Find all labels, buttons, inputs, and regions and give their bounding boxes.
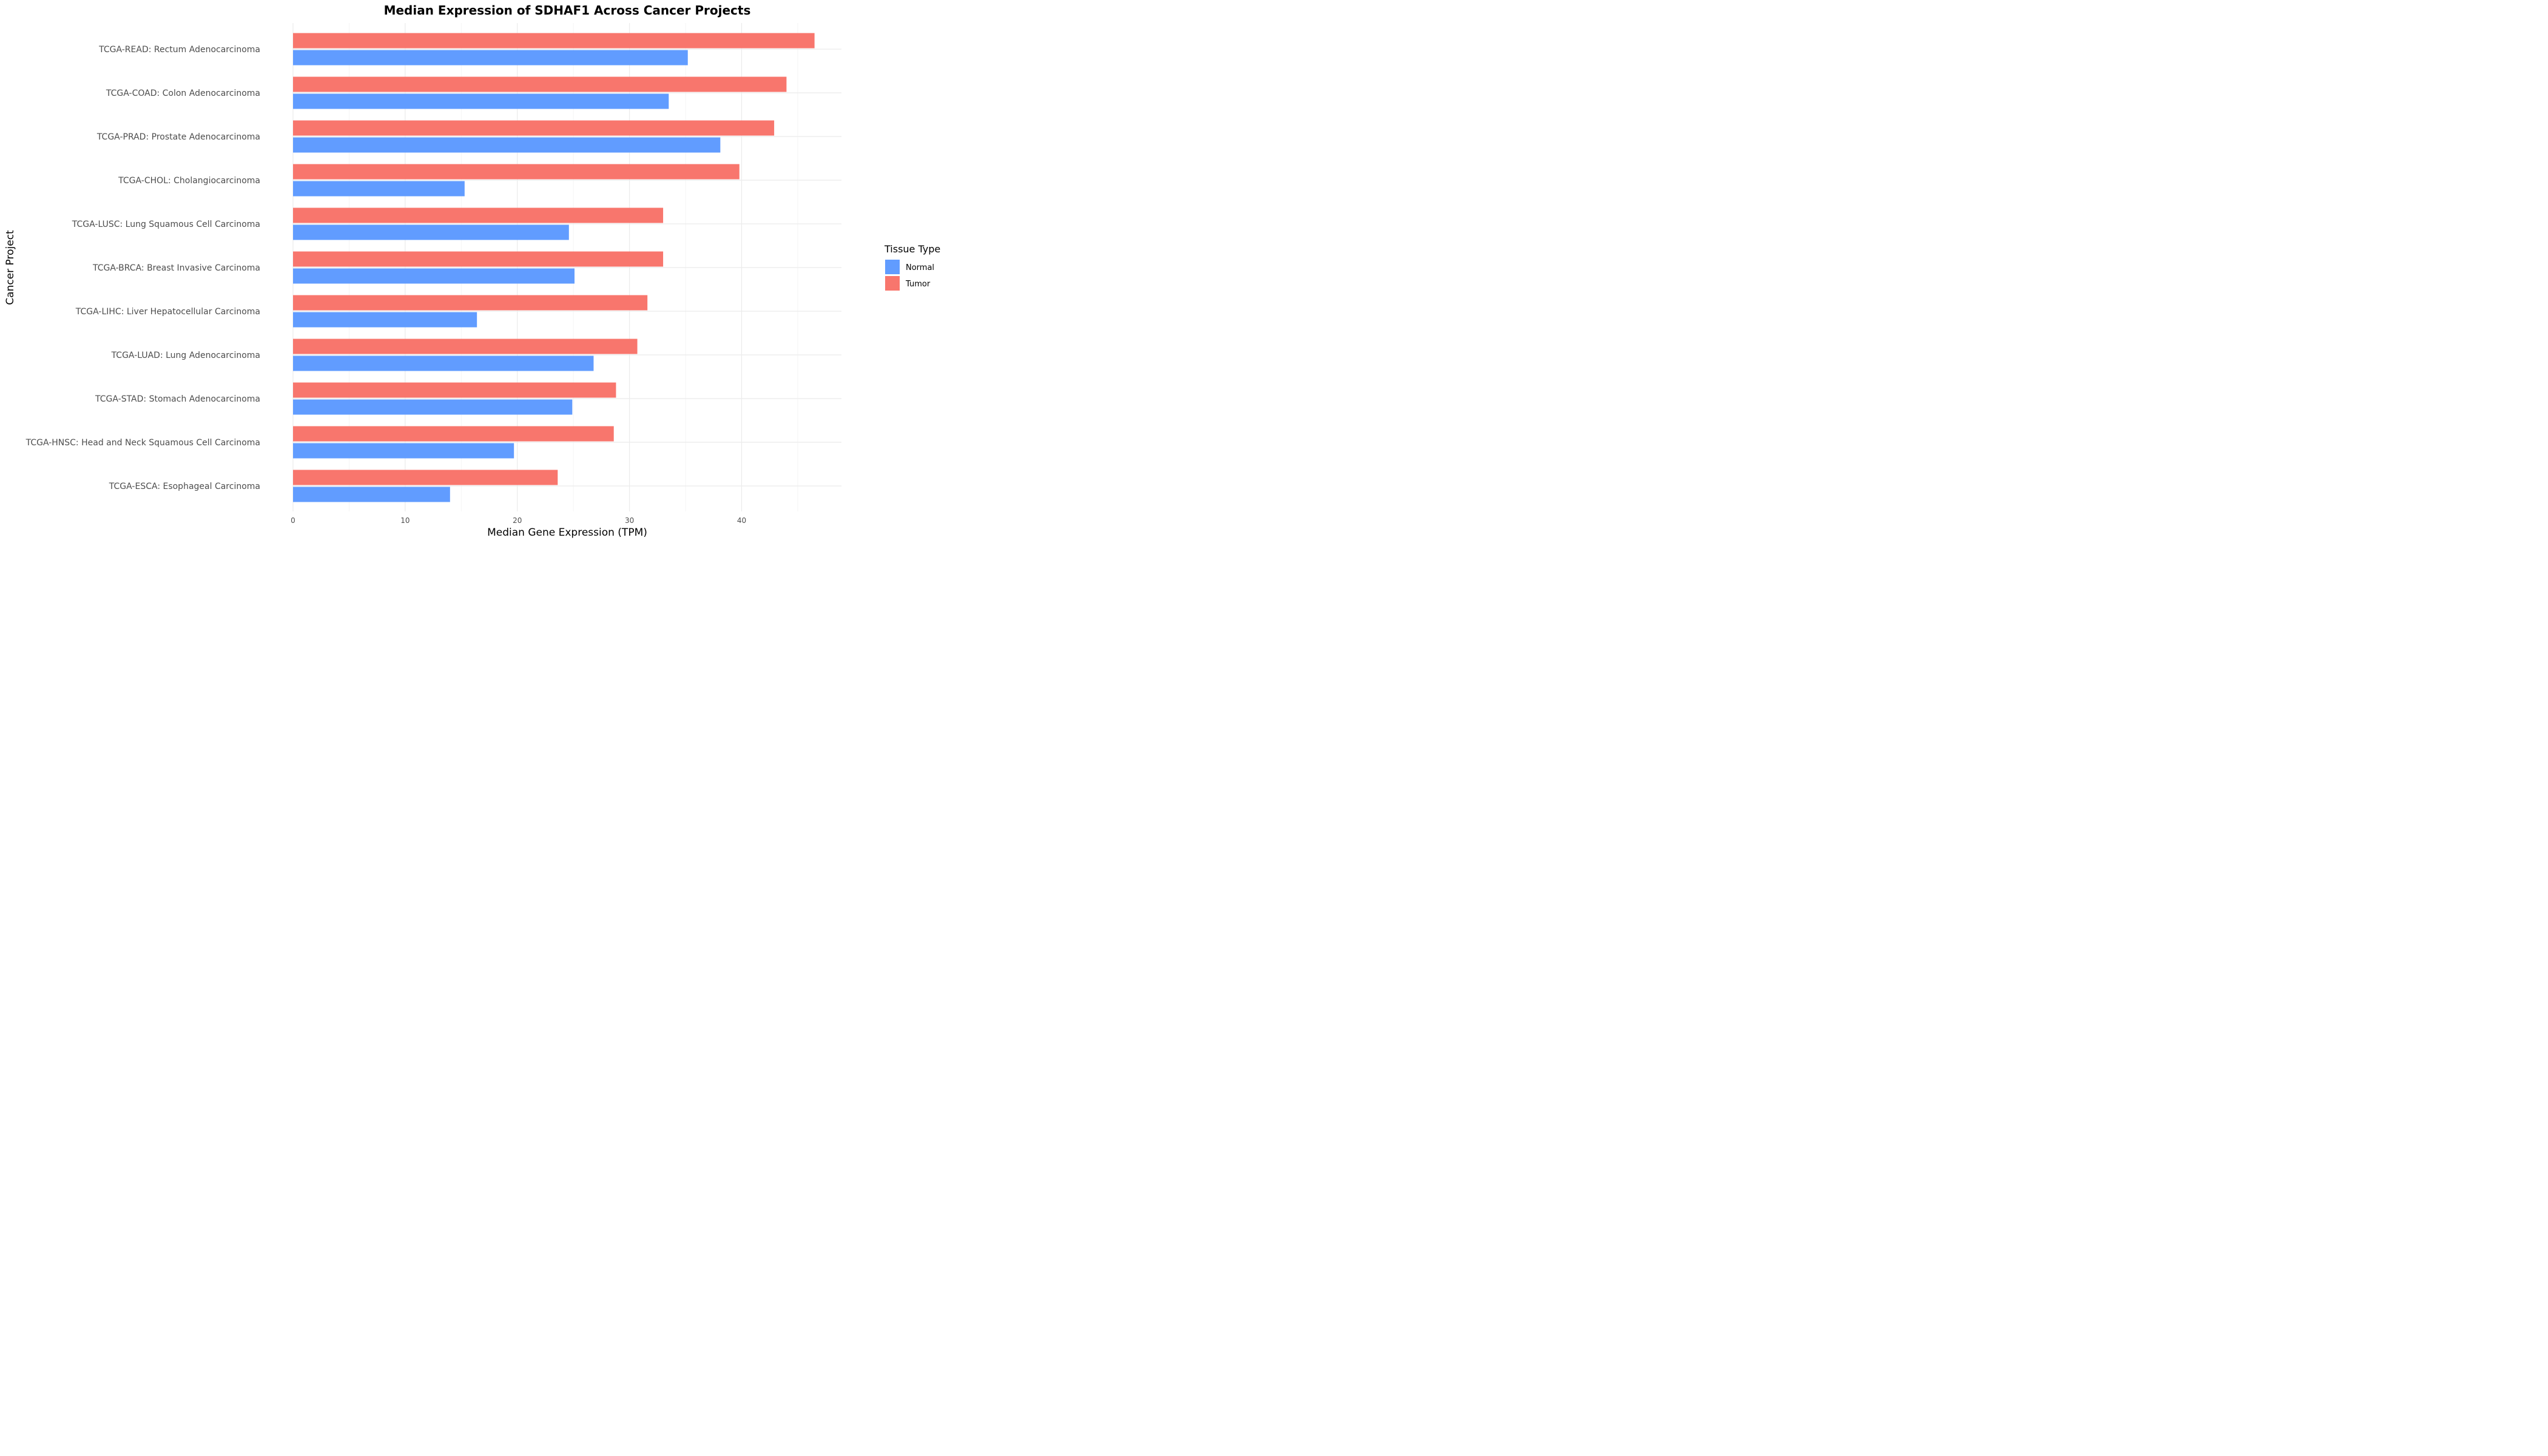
- legend: Tissue Type Normal Tumor: [884, 243, 940, 291]
- y-tick-label: TCGA-ESCA: Esophageal Carcinoma: [109, 482, 260, 491]
- bar-normal: [293, 356, 594, 371]
- x-tick-label: 30: [625, 516, 634, 525]
- x-tick-label: 10: [400, 516, 410, 525]
- legend-title: Tissue Type: [884, 243, 940, 255]
- bar-normal: [293, 137, 721, 153]
- bar-tumor: [293, 33, 815, 49]
- y-tick-label: TCGA-STAD: Stomach Adenocarcinoma: [95, 394, 260, 404]
- legend-key-normal: [885, 260, 900, 274]
- bar-tumor: [293, 382, 616, 398]
- y-tick-label: TCGA-LIHC: Liver Hepatocellular Carcinom…: [75, 307, 260, 317]
- bar-tumor: [293, 295, 648, 311]
- bar-tumor: [293, 164, 740, 180]
- x-axis-label: Median Gene Expression (TPM): [487, 527, 647, 539]
- bar-normal: [293, 443, 514, 459]
- chart-title: Median Expression of SDHAF1 Across Cance…: [384, 3, 751, 18]
- bar-tumor: [293, 470, 558, 485]
- y-tick-label: TCGA-PRAD: Prostate Adenocarcinoma: [96, 132, 260, 142]
- y-tick-label: TCGA-READ: Rectum Adenocarcinoma: [98, 45, 260, 55]
- bar-normal: [293, 50, 688, 66]
- legend-label-tumor: Tumor: [905, 280, 931, 289]
- y-tick-label: TCGA-COAD: Colon Adenocarcinoma: [106, 89, 260, 98]
- legend-label-normal: Normal: [906, 263, 934, 272]
- bar-normal: [293, 399, 573, 415]
- bar-chart: TCGA-READ: Rectum Adenocarcinoma TCGA-COA…: [4, 3, 940, 539]
- bar-tumor: [293, 76, 787, 92]
- bar-tumor: [293, 120, 775, 136]
- x-tick-labels: 0 10 20 30 40: [291, 516, 746, 525]
- bar-normal: [293, 181, 465, 197]
- y-tick-label: TCGA-CHOL: Cholangiocarcinoma: [118, 176, 260, 186]
- bar-normal: [293, 224, 569, 240]
- chart-container: TCGA-READ: Rectum Adenocarcinoma TCGA-COA…: [0, 0, 951, 544]
- bar-tumor: [293, 426, 614, 442]
- legend-key-tumor: [885, 276, 900, 291]
- x-tick-label: 0: [291, 516, 295, 525]
- bar-normal: [293, 93, 669, 109]
- bar-normal: [293, 487, 450, 502]
- bar-tumor: [293, 339, 638, 354]
- y-tick-label: TCGA-BRCA: Breast Invasive Carcinoma: [92, 263, 260, 273]
- bar-tumor: [293, 207, 664, 223]
- y-axis-label: Cancer Project: [4, 230, 16, 305]
- bar-normal: [293, 312, 477, 328]
- y-tick-label: TCGA-LUSC: Lung Squamous Cell Carcinoma: [72, 220, 260, 229]
- x-tick-label: 40: [737, 516, 746, 525]
- y-tick-label: TCGA-HNSC: Head and Neck Squamous Cell C…: [25, 438, 260, 448]
- bar-tumor: [293, 251, 664, 267]
- bar-normal: [293, 268, 575, 284]
- y-tick-labels: TCGA-READ: Rectum Adenocarcinoma TCGA-COA…: [25, 45, 260, 491]
- y-tick-label: TCGA-LUAD: Lung Adenocarcinoma: [111, 351, 260, 360]
- bars: [293, 33, 815, 502]
- x-tick-label: 20: [513, 516, 522, 525]
